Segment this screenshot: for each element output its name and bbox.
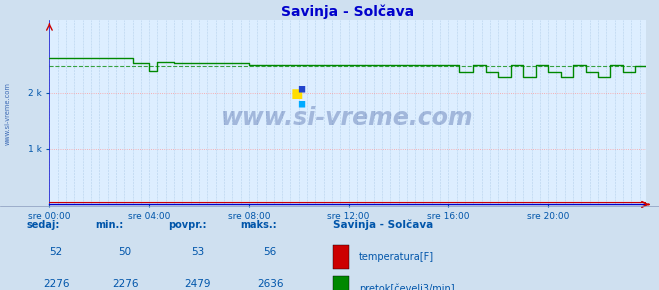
- Text: 52: 52: [49, 247, 63, 257]
- Text: min.:: min.:: [96, 220, 124, 230]
- Text: 2479: 2479: [185, 279, 211, 289]
- Text: ◼: ◼: [297, 84, 305, 93]
- Text: 2636: 2636: [257, 279, 283, 289]
- Text: povpr.:: povpr.:: [168, 220, 206, 230]
- Text: 53: 53: [191, 247, 204, 257]
- Text: ◼: ◼: [297, 98, 305, 108]
- Bar: [333, 276, 349, 290]
- Text: maks.:: maks.:: [241, 220, 277, 230]
- Text: www.si-vreme.com: www.si-vreme.com: [4, 82, 11, 144]
- Text: temperatura[F]: temperatura[F]: [359, 251, 434, 262]
- Text: 2276: 2276: [112, 279, 138, 289]
- Text: 2276: 2276: [43, 279, 69, 289]
- Text: pretok[čevelj3/min]: pretok[čevelj3/min]: [359, 283, 455, 290]
- Bar: [333, 245, 349, 269]
- Text: www.si-vreme.com: www.si-vreme.com: [221, 106, 474, 130]
- Text: Savinja - Solčava: Savinja - Solčava: [333, 220, 433, 230]
- Text: ◼: ◼: [291, 86, 303, 102]
- Text: 56: 56: [264, 247, 277, 257]
- Text: sedaj:: sedaj:: [26, 220, 60, 230]
- Text: 50: 50: [119, 247, 132, 257]
- Title: Savinja - Solčava: Savinja - Solčava: [281, 5, 415, 19]
